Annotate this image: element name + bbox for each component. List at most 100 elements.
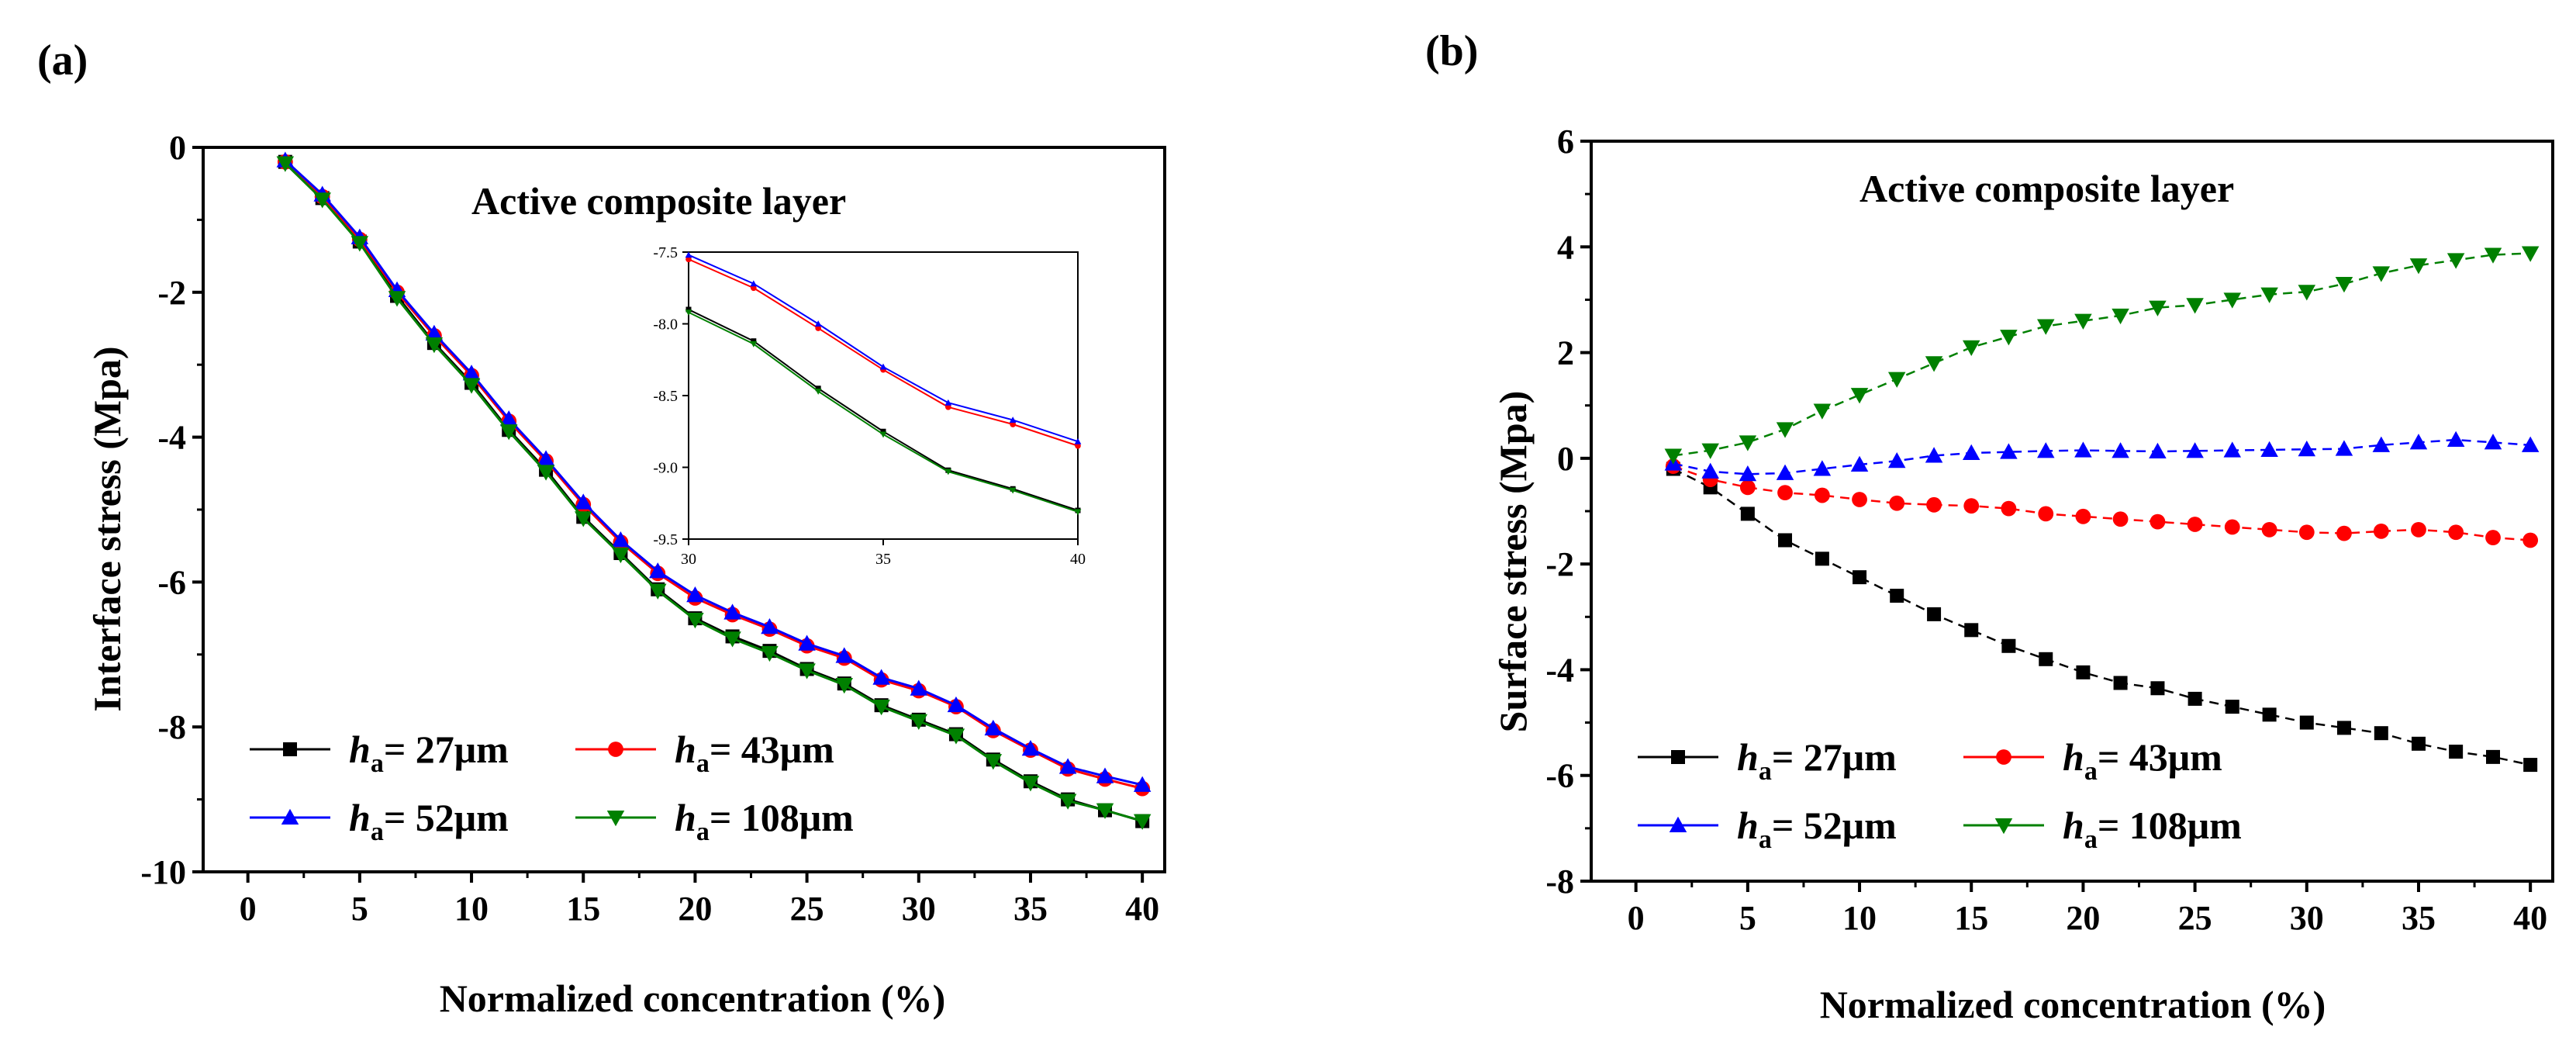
panel-a-data-point	[574, 493, 592, 510]
panel-b-legend-marker	[1671, 750, 1685, 764]
panel-b-data-point	[2223, 292, 2242, 309]
panel-b-series-line	[1673, 438, 2531, 475]
panel-a-legend-var: h	[675, 796, 696, 839]
panel-b-legend-label: ha= 52μm	[1737, 804, 1897, 854]
panel-b-legend-value: = 27μm	[1772, 735, 1897, 779]
panel-b-data-point	[2260, 441, 2278, 457]
panel-a-legend-value: = 52μm	[384, 796, 509, 839]
panel-b-data-point	[2486, 749, 2501, 764]
panel-a-legend-marker	[606, 811, 625, 827]
panel-b-xtick-label: 10	[1842, 899, 1877, 937]
panel-b-legend-sub: a	[2084, 757, 2098, 786]
panel-b-data-point	[2336, 721, 2351, 735]
panel-b-legend-var: h	[1737, 735, 1759, 779]
inset-data-point	[750, 285, 757, 292]
panel-b-ylabel: Surface stress (Mpa)	[1491, 391, 1535, 733]
panel-a-data-point	[798, 663, 816, 679]
panel-a-xlabel: Normalized concentration (%)	[440, 977, 946, 1020]
panel-b-data-point	[2038, 506, 2054, 522]
panel-b-data-point	[2299, 715, 2314, 730]
panel-b-xtick-label: 35	[2402, 899, 2436, 937]
panel-b-ytick-label: 0	[1557, 440, 1574, 478]
panel-a-data-point	[835, 647, 854, 663]
panel-b-data-point	[2223, 441, 2242, 458]
panel-b-ytick-label: -8	[1545, 863, 1574, 901]
panel-a-ytick-label: -10	[140, 853, 186, 891]
inset-data-point	[944, 403, 951, 410]
panel-b-data-point	[2298, 524, 2315, 541]
panel-b-legend-entry: ha= 43μm	[1963, 735, 2222, 786]
panel-b-data-point	[2447, 253, 2465, 269]
panel-b-data-point	[2298, 441, 2316, 457]
inset-ytick-label: -8.0	[653, 316, 678, 334]
panel-b-data-point	[1813, 460, 1832, 476]
panel-b-data-point	[2262, 707, 2277, 722]
panel-b-annotation: Active composite layer	[1859, 167, 2234, 210]
inset-data-point	[879, 363, 887, 370]
panel-b-data-point	[2113, 676, 2128, 690]
panel-a-data-point	[686, 612, 704, 629]
panel-b-legend-var: h	[2063, 804, 2084, 847]
panel-a-data-point	[910, 679, 928, 696]
panel-a-legend-value: = 108μm	[710, 796, 854, 839]
panel-a-annotation: Active composite layer	[471, 179, 846, 223]
panel-a-legend-value: = 43μm	[710, 728, 834, 771]
panel-b-xtick-label: 20	[2066, 899, 2100, 937]
panel-b-data-point	[1739, 465, 1757, 482]
panel-b-xtick-label: 15	[1954, 899, 1988, 937]
panel-b-data-point	[2000, 443, 2018, 459]
panel-a-ylabel: Interface stress (Mpa)	[85, 346, 129, 711]
panel-b-data-point	[2447, 430, 2465, 448]
panel-a-data-point	[872, 700, 890, 716]
panel-b-ytick-label: -6	[1545, 757, 1574, 795]
panel-b-data-point	[2112, 308, 2129, 325]
panel-a-label: (a)	[37, 36, 88, 85]
panel-b-xlabel: Normalized concentration (%)	[1820, 983, 2326, 1026]
panel-a-legend-value: = 27μm	[384, 728, 509, 771]
panel-b-data-point	[2484, 247, 2502, 264]
panel-a-data-point	[723, 603, 741, 620]
panel-a-data-point	[723, 631, 741, 648]
panel-b-data-point	[2449, 745, 2464, 759]
panel-a-data-point	[761, 618, 779, 634]
panel-a-data-point	[649, 583, 667, 600]
panel-b-data-point	[2261, 521, 2277, 538]
panel-b-data-point	[2000, 330, 2018, 346]
panel-a-data-point	[1058, 758, 1077, 774]
panel-a-series-2	[276, 151, 1152, 792]
panel-a-data-point	[872, 669, 890, 685]
panel-b-data-point	[1927, 607, 1942, 621]
panel-b-data-point	[2076, 665, 2091, 679]
panel-b-data-point	[2074, 313, 2092, 330]
panel-a-xtick-label: 25	[790, 890, 824, 928]
panel-a-data-point	[947, 728, 965, 745]
panel-a-xtick-label: 30	[902, 890, 936, 928]
inset-series-3	[685, 309, 1082, 516]
panel-b-legend-var: h	[1737, 804, 1759, 847]
panel-a-data-point	[313, 192, 331, 209]
panel-b-data-point	[2001, 500, 2017, 517]
panel-b-data-point	[1850, 388, 1869, 404]
panel-b-legend-value: = 108μm	[2098, 804, 2242, 847]
panel-b-legend-label: ha= 43μm	[2063, 735, 2222, 786]
panel-b-data-point	[1739, 435, 1757, 451]
panel-a-data-point	[1096, 803, 1114, 819]
panel-b-data-point	[2260, 287, 2278, 303]
panel-b-legend-entry: ha= 108μm	[1963, 804, 2242, 854]
panel-a-xtick-label: 15	[566, 890, 600, 928]
panel-b-data-point	[2186, 298, 2204, 314]
panel-b-data-point	[2409, 434, 2428, 450]
panel-b-data-point	[1962, 444, 1980, 461]
inset-ytick-label: -9.5	[653, 531, 678, 548]
panel-b-legend-entry: ha= 27μm	[1638, 735, 1897, 786]
panel-a-data-point	[984, 719, 1003, 736]
panel-b-data-point	[2523, 758, 2538, 773]
panel-a-data-point	[612, 531, 630, 548]
panel-b-data-point	[1776, 422, 1794, 438]
panel-b-data-point	[1887, 452, 1906, 468]
panel-a-series-3	[276, 156, 1152, 830]
panel-a-legend-var: h	[349, 728, 371, 771]
inset-data-point	[1074, 509, 1082, 516]
panel-a-legend-label: ha= 108μm	[675, 796, 854, 846]
inset-data-point	[814, 388, 822, 395]
